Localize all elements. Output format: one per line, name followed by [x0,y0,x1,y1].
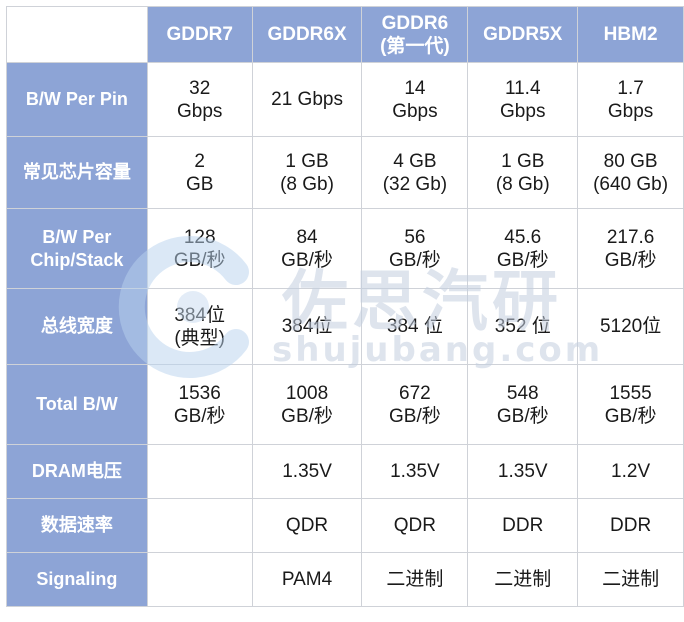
table-cell: 56 GB/秒 [361,208,469,289]
column-header: HBM2 [577,6,684,63]
memory-spec-table: GDDR7 GDDR6X GDDR6 (第一代) GDDR5X HBM2 B/W… [6,6,684,607]
table-cell: 384位 (典型) [146,288,253,365]
row-header: Signaling [6,552,148,607]
table-cell: 1.35V [251,444,363,499]
table-cell: 1 GB (8 Gb) [467,136,579,209]
table-cell: 11.4 Gbps [467,62,579,137]
table-row: Total B/W 1536 GB/秒 1008 GB/秒 672 GB/秒 5… [6,364,684,445]
table-cell: 1008 GB/秒 [251,364,363,445]
table-cell: 1.2V [577,444,684,499]
table-cell: 384位 [251,288,363,365]
table-cell: 二进制 [467,552,579,607]
table-cell: 4 GB (32 Gb) [361,136,469,209]
table-cell: QDR [251,498,363,553]
table-row: 常见芯片容量 2 GB 1 GB (8 Gb) 4 GB (32 Gb) 1 G… [6,136,684,209]
row-header: Total B/W [6,364,148,445]
column-header: GDDR6 (第一代) [361,6,469,63]
table-cell: 2 GB [146,136,253,209]
corner-cell [6,6,148,63]
table-cell: 45.6 GB/秒 [467,208,579,289]
row-header: B/W Per Chip/Stack [6,208,148,289]
table-cell: 1555 GB/秒 [577,364,684,445]
row-header: B/W Per Pin [6,62,148,137]
table-cell [146,552,253,607]
table-row: Signaling PAM4 二进制 二进制 二进制 [6,552,684,607]
row-header: 常见芯片容量 [6,136,148,209]
table-row: DRAM电压 1.35V 1.35V 1.35V 1.2V [6,444,684,499]
table-cell: 217.6 GB/秒 [577,208,684,289]
column-header: GDDR6X [251,6,363,63]
table-cell: 5120位 [577,288,684,365]
table-row: B/W Per Pin 32 Gbps 21 Gbps 14 Gbps 11.4… [6,62,684,137]
table-cell: 80 GB (640 Gb) [577,136,684,209]
table-cell [146,444,253,499]
table-cell: 二进制 [577,552,684,607]
table-cell: DDR [467,498,579,553]
table-cell: 1.35V [361,444,469,499]
table-cell: 1536 GB/秒 [146,364,253,445]
table-cell: 32 Gbps [146,62,253,137]
table-cell: 672 GB/秒 [361,364,469,445]
table-cell: 352 位 [467,288,579,365]
spec-table-container: GDDR7 GDDR6X GDDR6 (第一代) GDDR5X HBM2 B/W… [6,6,684,607]
table-cell: 1.7 Gbps [577,62,684,137]
row-header: DRAM电压 [6,444,148,499]
table-cell: 21 Gbps [251,62,363,137]
row-header: 总线宽度 [6,288,148,365]
table-cell: 548 GB/秒 [467,364,579,445]
column-header: GDDR7 [146,6,253,63]
table-cell: 14 Gbps [361,62,469,137]
table-cell: 384 位 [361,288,469,365]
table-cell: QDR [361,498,469,553]
table-cell: 二进制 [361,552,469,607]
table-cell: 1 GB (8 Gb) [251,136,363,209]
table-cell: PAM4 [251,552,363,607]
row-header: 数据速率 [6,498,148,553]
table-cell [146,498,253,553]
table-row: 总线宽度 384位 (典型) 384位 384 位 352 位 5120位 [6,288,684,365]
table-cell: 1.35V [467,444,579,499]
table-cell: 84 GB/秒 [251,208,363,289]
table-row: B/W Per Chip/Stack 128 GB/秒 84 GB/秒 56 G… [6,208,684,289]
column-header: GDDR5X [467,6,579,63]
table-cell: DDR [577,498,684,553]
header-row: GDDR7 GDDR6X GDDR6 (第一代) GDDR5X HBM2 [6,6,684,63]
table-cell: 128 GB/秒 [146,208,253,289]
table-row: 数据速率 QDR QDR DDR DDR [6,498,684,553]
